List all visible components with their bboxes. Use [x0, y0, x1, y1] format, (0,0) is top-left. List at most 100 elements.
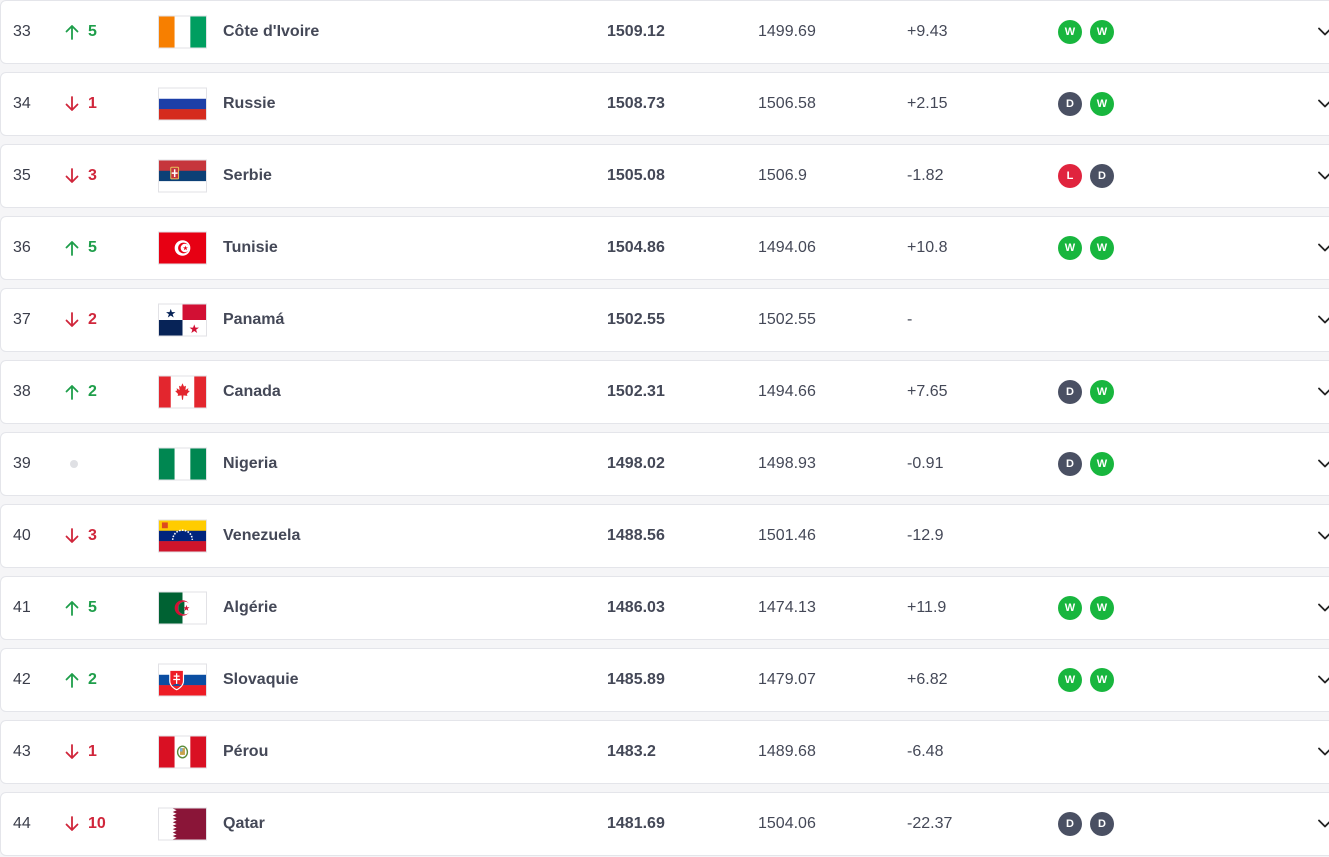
rank-change-value: 2: [88, 383, 97, 400]
chevron-down-icon[interactable]: [1318, 527, 1329, 545]
result-badge: W: [1058, 20, 1082, 44]
points-difference: -1.82: [907, 167, 944, 184]
rank-number: 38: [13, 383, 31, 400]
total-points: 1485.89: [607, 671, 665, 688]
points-difference: -0.91: [907, 455, 944, 472]
chevron-down-icon[interactable]: [1318, 95, 1329, 113]
previous-points: 1474.13: [758, 599, 816, 616]
result-badge: D: [1058, 452, 1082, 476]
team-name[interactable]: Panamá: [223, 311, 285, 328]
previous-points: 1502.55: [758, 311, 816, 328]
team-name[interactable]: Nigeria: [223, 455, 278, 472]
rank-number: 34: [13, 95, 31, 112]
flag-rus-icon: [158, 87, 207, 121]
arrow-down-icon: [65, 744, 79, 760]
flag-can-icon: [158, 375, 207, 409]
rank-change-value: 5: [88, 599, 97, 616]
chevron-down-icon[interactable]: [1318, 455, 1329, 473]
team-name[interactable]: Côte d'Ivoire: [223, 23, 320, 40]
team-name[interactable]: Venezuela: [223, 527, 301, 544]
points-difference: +7.65: [907, 383, 948, 400]
points-difference: -22.37: [907, 815, 953, 832]
team-name[interactable]: Slovaquie: [223, 671, 299, 688]
points-difference: -12.9: [907, 527, 944, 544]
result-badge: L: [1058, 164, 1082, 188]
team-name[interactable]: Russie: [223, 95, 276, 112]
chevron-down-icon[interactable]: [1318, 239, 1329, 257]
rank-change-value: 5: [88, 239, 97, 256]
chevron-down-icon[interactable]: [1318, 743, 1329, 761]
rank-change-value: 1: [88, 743, 97, 760]
total-points: 1483.2: [607, 743, 656, 760]
team-name[interactable]: Canada: [223, 383, 281, 400]
chevron-down-icon[interactable]: [1318, 23, 1329, 41]
previous-points: 1506.9: [758, 167, 807, 184]
chevron-down-icon[interactable]: [1318, 599, 1329, 617]
arrow-up-icon: [65, 384, 79, 400]
rank-number: 39: [13, 455, 31, 472]
chevron-down-icon[interactable]: [1318, 167, 1329, 185]
points-difference: +2.15: [907, 95, 948, 112]
chevron-down-icon[interactable]: [1318, 311, 1329, 329]
flag-per-icon: [158, 735, 207, 769]
flag-civ-icon: [158, 15, 207, 49]
ranking-row[interactable]: 33 5 Côte d'Ivoire 1509.12 1499.69 +9.43…: [0, 0, 1329, 64]
result-badge: D: [1058, 812, 1082, 836]
rank-change-value: 1: [88, 95, 97, 112]
flag-ven-icon: [158, 519, 207, 553]
flag-alg-icon: [158, 591, 207, 625]
rank-number: 44: [13, 815, 31, 832]
ranking-row[interactable]: 37 2 Panamá 1502.55 1502.55 -: [0, 288, 1329, 352]
total-points: 1508.73: [607, 95, 665, 112]
team-name[interactable]: Serbie: [223, 167, 272, 184]
result-badge: W: [1090, 596, 1114, 620]
total-points: 1504.86: [607, 239, 665, 256]
chevron-down-icon[interactable]: [1318, 383, 1329, 401]
rank-change: 2: [65, 311, 97, 329]
no-change-dot-icon: [70, 460, 78, 468]
ranking-row[interactable]: 40 3 Venezuela 1488.56 1501.46 -12.9: [0, 504, 1329, 568]
rank-number: 42: [13, 671, 31, 688]
total-points: 1502.31: [607, 383, 665, 400]
ranking-row[interactable]: 43 1 Pérou 1483.2 1489.68 -6.48: [0, 720, 1329, 784]
team-name[interactable]: Pérou: [223, 743, 269, 760]
arrow-down-icon: [65, 96, 79, 112]
result-badge: D: [1058, 92, 1082, 116]
points-difference: -6.48: [907, 743, 944, 760]
team-name[interactable]: Algérie: [223, 599, 278, 616]
arrow-up-icon: [65, 24, 79, 40]
total-points: 1509.12: [607, 23, 665, 40]
previous-points: 1499.69: [758, 23, 816, 40]
previous-points: 1506.58: [758, 95, 816, 112]
rank-number: 40: [13, 527, 31, 544]
rank-change-value: 5: [88, 23, 97, 40]
result-badge: D: [1090, 812, 1114, 836]
team-name[interactable]: Qatar: [223, 815, 265, 832]
chevron-down-icon[interactable]: [1318, 671, 1329, 689]
points-difference: +11.9: [907, 599, 947, 616]
flag-srb-icon: [158, 159, 207, 193]
total-points: 1486.03: [607, 599, 665, 616]
result-badge: W: [1090, 20, 1114, 44]
result-badge: W: [1090, 380, 1114, 404]
flag-nga-icon: [158, 447, 207, 481]
result-badge: D: [1058, 380, 1082, 404]
result-badge: W: [1090, 452, 1114, 476]
chevron-down-icon[interactable]: [1318, 815, 1329, 833]
team-name[interactable]: Tunisie: [223, 239, 278, 256]
arrow-down-icon: [65, 528, 79, 544]
